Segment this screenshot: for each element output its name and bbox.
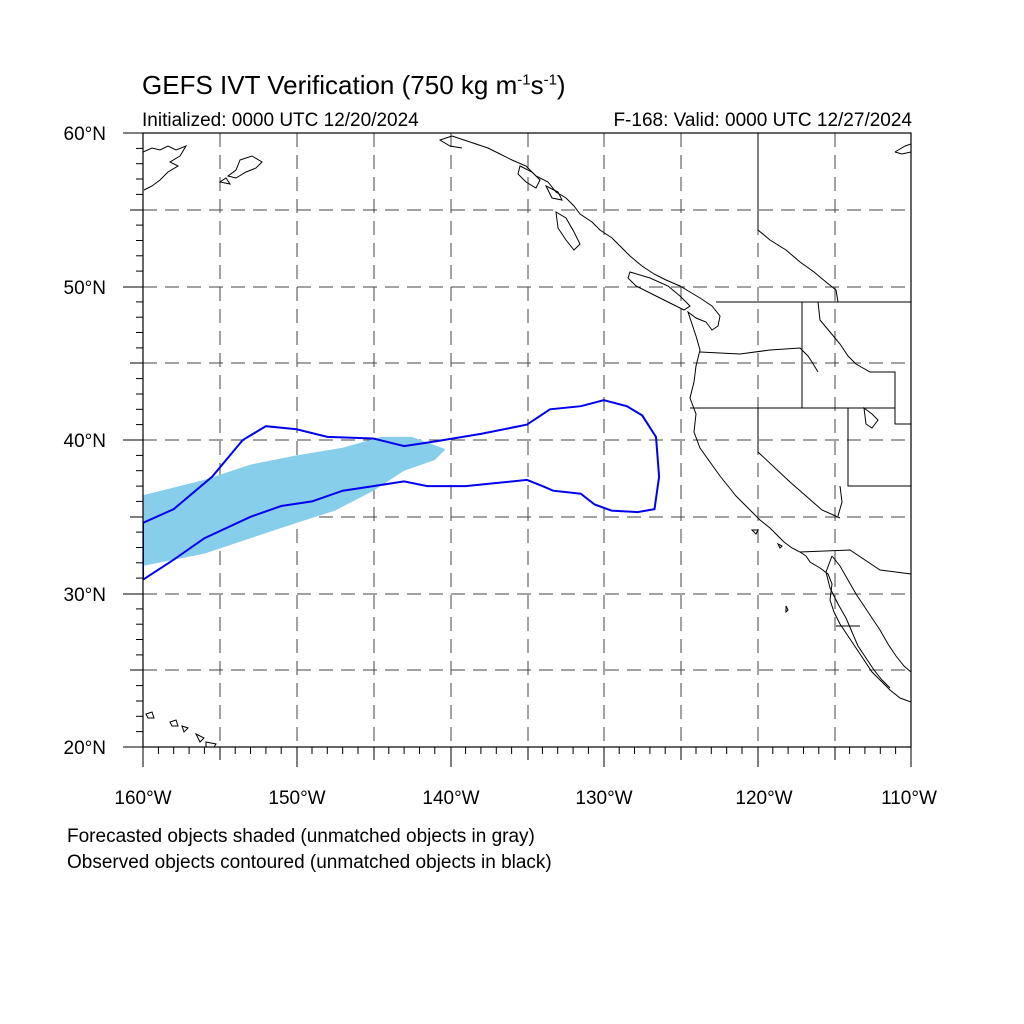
lat-label-60: 60°N bbox=[64, 124, 106, 145]
minor-ticks bbox=[136, 147, 897, 754]
legend-forecast-note: Forecasted objects shaded (unmatched obj… bbox=[67, 826, 535, 847]
coastlines bbox=[143, 135, 911, 747]
grid-lines bbox=[143, 133, 911, 747]
lon-label-130w: 130°W bbox=[575, 788, 632, 809]
state-borders bbox=[690, 133, 911, 627]
lat-label-50: 50°N bbox=[64, 278, 106, 299]
lon-label-120w: 120°W bbox=[735, 788, 792, 809]
forecast-object-shading bbox=[143, 436, 446, 566]
lat-label-30: 30°N bbox=[64, 585, 106, 606]
init-time-label: Initialized: 0000 UTC 12/20/2024 bbox=[142, 110, 419, 131]
lon-label-110w: 110°W bbox=[881, 788, 937, 809]
axis-ticks bbox=[123, 132, 912, 767]
observed-object-contour bbox=[143, 399, 661, 581]
lat-label-20: 20°N bbox=[64, 738, 106, 759]
lon-label-150w: 150°W bbox=[268, 788, 325, 809]
lon-label-160w: 160°W bbox=[114, 788, 171, 809]
valid-time-label: F-168: Valid: 0000 UTC 12/27/2024 bbox=[613, 110, 912, 131]
lat-label-40: 40°N bbox=[64, 431, 106, 452]
legend-observed-note: Observed objects contoured (unmatched ob… bbox=[67, 852, 552, 873]
lon-label-140w: 140°W bbox=[422, 788, 479, 809]
chart-title: GEFS IVT Verification (750 kg m-1s-1) bbox=[142, 70, 566, 100]
